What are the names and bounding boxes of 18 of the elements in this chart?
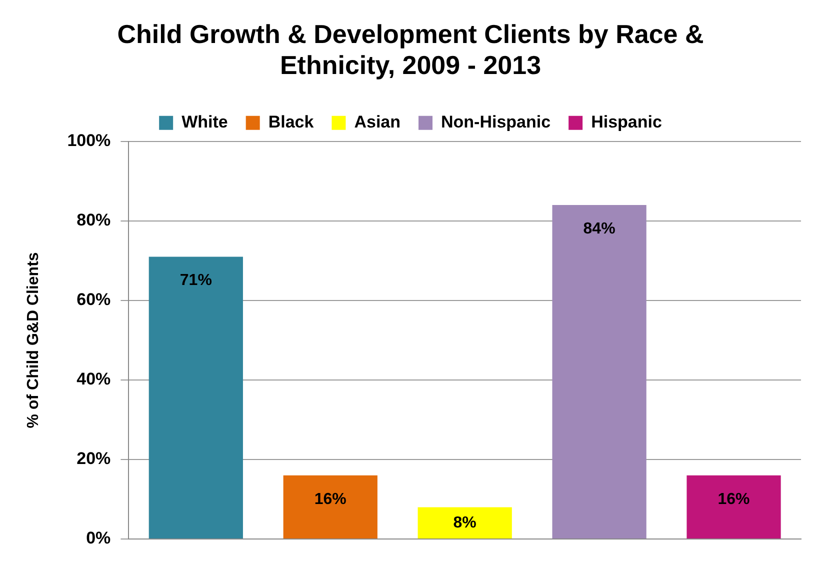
data-label: 84% [583,220,616,238]
data-label: 8% [453,514,476,532]
y-tick-label: 80% [76,210,111,230]
y-tick-label: 40% [76,370,111,389]
legend-label: Hispanic [591,112,662,132]
legend-label: Black [268,112,314,132]
y-tick-label: 0% [86,528,111,548]
legend-label: Asian [354,112,401,132]
data-label: 16% [718,490,750,508]
y-axis-title: % of Child G&D Clients [25,252,42,428]
y-tick-label: 20% [76,449,111,468]
y-tick-label: 60% [76,290,111,310]
legend-label: White [182,112,228,132]
chart-title: Child Growth & Development Clients by Race & Ethnicity, 2009 - 2013 [117,18,704,80]
legend-label: Non-Hispanic [441,112,551,132]
data-label: 16% [314,490,346,508]
y-tick-label: 100% [67,131,111,150]
data-label: 71% [180,272,212,290]
